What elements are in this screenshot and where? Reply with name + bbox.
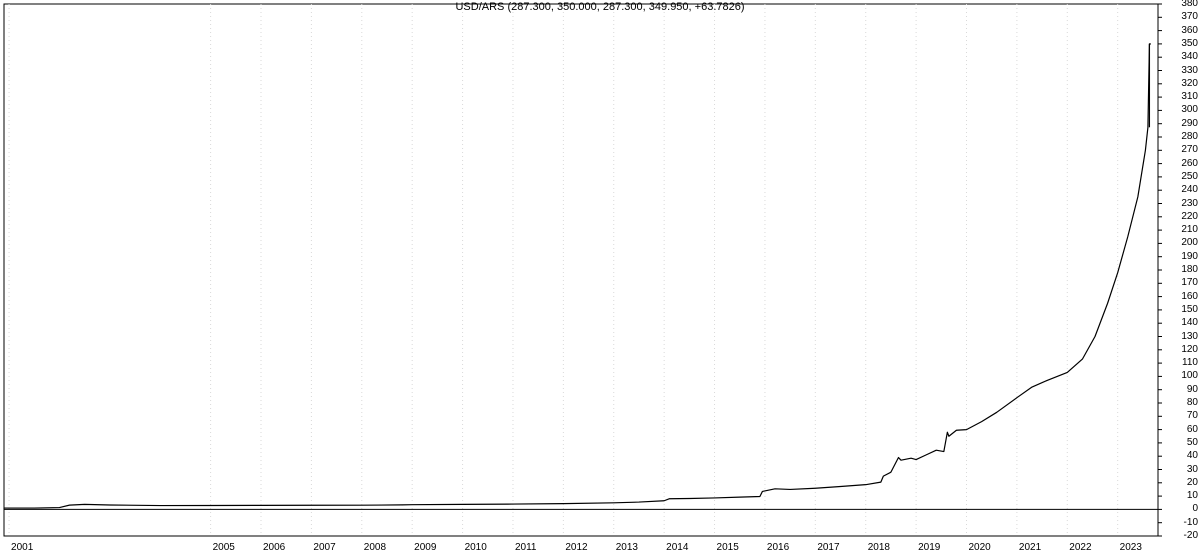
y-tick-label: 0	[1192, 504, 1198, 514]
y-tick-label: 110	[1182, 358, 1198, 368]
x-tick-label: 2021	[1019, 542, 1041, 553]
y-tick-label: 240	[1181, 185, 1198, 195]
chart-svg	[0, 0, 1200, 553]
y-tick-label: 80	[1187, 398, 1198, 408]
y-tick-label: 180	[1181, 265, 1198, 275]
y-tick-label: 40	[1187, 451, 1198, 461]
x-tick-label: 2016	[767, 542, 789, 553]
x-tick-label: 2013	[616, 542, 638, 553]
y-tick-label: 190	[1181, 252, 1198, 262]
x-tick-label: 2023	[1120, 542, 1142, 553]
y-tick-label: 370	[1181, 12, 1198, 22]
x-tick-label: 2011	[515, 542, 537, 553]
y-tick-label: 30	[1187, 465, 1198, 475]
y-tick-label: 230	[1181, 199, 1198, 209]
y-tick-label: 200	[1181, 238, 1198, 248]
y-tick-label: 330	[1181, 66, 1198, 76]
y-tick-label: 130	[1181, 332, 1198, 342]
x-tick-label: 2017	[817, 542, 839, 553]
y-tick-label: 260	[1181, 159, 1198, 169]
chart-title: USD/ARS (287.300, 350.000, 287.300, 349.…	[0, 0, 1200, 13]
x-tick-label: 2009	[414, 542, 436, 553]
y-tick-label: 60	[1187, 425, 1198, 435]
x-tick-label: 2014	[666, 542, 688, 553]
x-tick-label: 2022	[1069, 542, 1091, 553]
y-tick-label: -10	[1184, 518, 1198, 528]
y-tick-label: 320	[1181, 79, 1198, 89]
x-tick-label: 2018	[868, 542, 890, 553]
y-tick-label: 100	[1181, 371, 1198, 381]
title-symbol: USD/ARS	[455, 1, 504, 13]
y-tick-label: 10	[1187, 491, 1198, 501]
y-tick-label: 250	[1181, 172, 1198, 182]
y-axis-labels: -20-100102030405060708090100110120130140…	[1160, 0, 1200, 553]
x-tick-label: 2012	[565, 542, 587, 553]
chart-container: USD/ARS (287.300, 350.000, 287.300, 349.…	[0, 0, 1200, 553]
title-ohlc: (287.300, 350.000, 287.300, 349.950, +63…	[507, 1, 744, 13]
y-tick-label: 90	[1187, 385, 1198, 395]
x-tick-label: 2019	[918, 542, 940, 553]
y-tick-label: 150	[1181, 305, 1198, 315]
x-tick-label: 2006	[263, 542, 285, 553]
y-tick-label: 220	[1181, 212, 1198, 222]
y-tick-label: 340	[1181, 52, 1198, 62]
y-tick-label: 160	[1181, 292, 1198, 302]
y-tick-label: 350	[1181, 39, 1198, 49]
y-tick-label: 290	[1181, 119, 1198, 129]
y-tick-label: 270	[1181, 145, 1198, 155]
x-tick-label: 2001	[11, 542, 33, 553]
x-tick-label: 2007	[313, 542, 335, 553]
y-tick-label: 20	[1187, 478, 1198, 488]
y-tick-label: 120	[1181, 345, 1198, 355]
x-tick-label: 2020	[969, 542, 991, 553]
y-tick-label: 140	[1181, 318, 1198, 328]
y-tick-label: 280	[1181, 132, 1198, 142]
y-tick-label: 170	[1181, 278, 1198, 288]
y-tick-label: 360	[1181, 26, 1198, 36]
y-tick-label: 70	[1187, 411, 1198, 421]
y-tick-label: 310	[1181, 92, 1198, 102]
y-tick-label: 210	[1181, 225, 1198, 235]
x-tick-label: 2010	[465, 542, 487, 553]
x-tick-label: 2008	[364, 542, 386, 553]
x-tick-label: 2005	[213, 542, 235, 553]
y-tick-label: 50	[1187, 438, 1198, 448]
x-tick-label: 2015	[717, 542, 739, 553]
x-axis-labels: 2001 2005 2006 2007 2008 2009 2010 2011 2012 2013…	[0, 536, 1200, 553]
y-tick-label: 300	[1181, 105, 1198, 115]
